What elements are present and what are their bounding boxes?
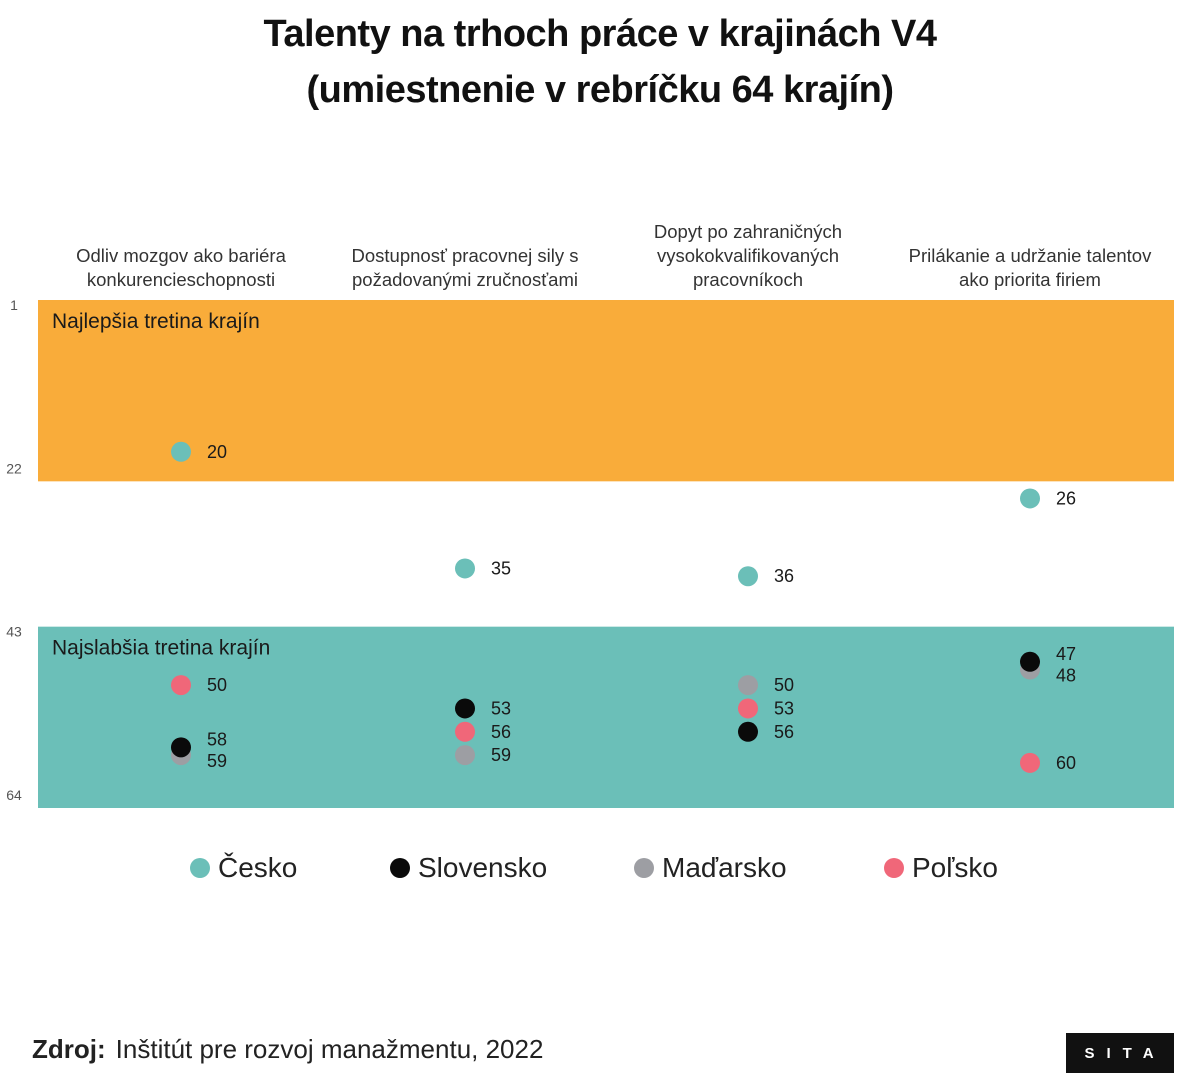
rank-chart: Najlepšia tretina krajín Najslabšia treti…	[6, 297, 1174, 808]
point-poľsko	[171, 675, 191, 696]
source-note: Zdroj: Inštitút pre rozvoj manažmentu, 20…	[32, 1034, 543, 1065]
legend-item-maďarsko: Maďarsko	[634, 852, 787, 884]
category-label: Prilákanie a udržanie talentov ako priori…	[885, 244, 1175, 292]
point-česko	[455, 558, 475, 579]
data-label-maďarsko: 59	[207, 751, 227, 771]
category-label-line: vysokokvalifikovaných	[657, 245, 839, 266]
legend-marker	[190, 858, 210, 878]
band-bottom-third	[38, 626, 1174, 808]
source-label: Zdroj:	[32, 1034, 106, 1064]
point-slovensko	[1020, 651, 1040, 672]
legend-label: Maďarsko	[662, 852, 787, 883]
legend-label: Poľsko	[912, 852, 998, 883]
data-label-česko: 20	[207, 442, 227, 462]
point-slovensko	[171, 737, 191, 758]
data-label-česko: 35	[491, 558, 511, 578]
category-label-line: ako priorita firiem	[959, 269, 1101, 290]
legend-item-poľsko: Poľsko	[884, 852, 998, 884]
legend-marker	[390, 858, 410, 878]
legend-label: Slovensko	[418, 852, 548, 883]
category-label: Dostupnosť pracovnej sily s požadovanými …	[320, 244, 610, 292]
point-maďarsko	[455, 745, 475, 766]
point-poľsko	[455, 721, 475, 742]
category-label: Dopyt po zahraničných vysokokvalifikovaný…	[603, 220, 893, 292]
data-label-maďarsko: 48	[1056, 666, 1076, 686]
legend: Česko Slovensko Maďarsko Poľsko	[0, 852, 1200, 892]
y-tick-label: 64	[6, 787, 22, 803]
sita-logo: SITA	[1066, 1033, 1174, 1073]
data-label-česko: 36	[774, 566, 794, 586]
data-label-česko: 26	[1056, 488, 1076, 508]
category-label-line: konkurencieschopnosti	[86, 269, 276, 290]
source-text: Inštitút pre rozvoj manažmentu, 2022	[115, 1034, 544, 1064]
data-label-maďarsko: 50	[774, 675, 794, 695]
point-poľsko	[1020, 752, 1040, 773]
y-tick-label: 22	[6, 460, 22, 476]
data-label-poľsko: 50	[207, 675, 227, 695]
data-label-maďarsko: 59	[491, 745, 511, 765]
category-label: Odliv mozgov ako bariéra konkurencieschop…	[36, 244, 326, 292]
y-tick-label: 1	[10, 297, 18, 313]
point-maďarsko	[738, 675, 758, 696]
data-label-poľsko: 56	[491, 722, 511, 742]
legend-marker	[884, 858, 904, 878]
chart-title: Talenty na trhoch práce v krajinách V4 (…	[0, 6, 1200, 118]
data-label-poľsko: 60	[1056, 753, 1076, 773]
point-slovensko	[455, 698, 475, 719]
data-label-slovensko: 53	[491, 698, 511, 718]
data-label-slovensko: 47	[1056, 644, 1076, 664]
legend-marker	[634, 858, 654, 878]
band-label-top-third: Najlepšia tretina krajín	[52, 310, 260, 333]
category-label-line: pracovníkoch	[692, 269, 804, 290]
data-label-slovensko: 58	[207, 729, 227, 749]
legend-label: Česko	[218, 852, 298, 883]
point-česko	[171, 441, 191, 462]
point-česko	[738, 566, 758, 587]
category-label-line: požadovanými zručnosťami	[352, 269, 578, 290]
band-label-bottom-third: Najslabšia tretina krajín	[52, 637, 270, 660]
chart-title-line2: (umiestnenie v rebríčku 64 krajín)	[306, 69, 894, 111]
point-česko	[1020, 488, 1040, 509]
data-label-slovensko: 56	[774, 722, 794, 742]
chart-title-line1: Talenty na trhoch práce v krajinách V4	[263, 13, 938, 55]
category-label-line: Prilákanie a udržanie talentov	[908, 245, 1152, 266]
legend-item-česko: Česko	[190, 852, 297, 884]
category-label-line: Dostupnosť pracovnej sily s	[351, 245, 579, 266]
point-slovensko	[738, 721, 758, 742]
band-top-third	[38, 300, 1174, 482]
category-label-line: Dopyt po zahraničných	[653, 221, 843, 242]
legend-item-slovensko: Slovensko	[390, 852, 547, 884]
point-poľsko	[738, 698, 758, 719]
y-tick-label: 43	[6, 624, 22, 640]
category-label-line: Odliv mozgov ako bariéra	[76, 245, 286, 266]
data-label-poľsko: 53	[774, 698, 794, 718]
